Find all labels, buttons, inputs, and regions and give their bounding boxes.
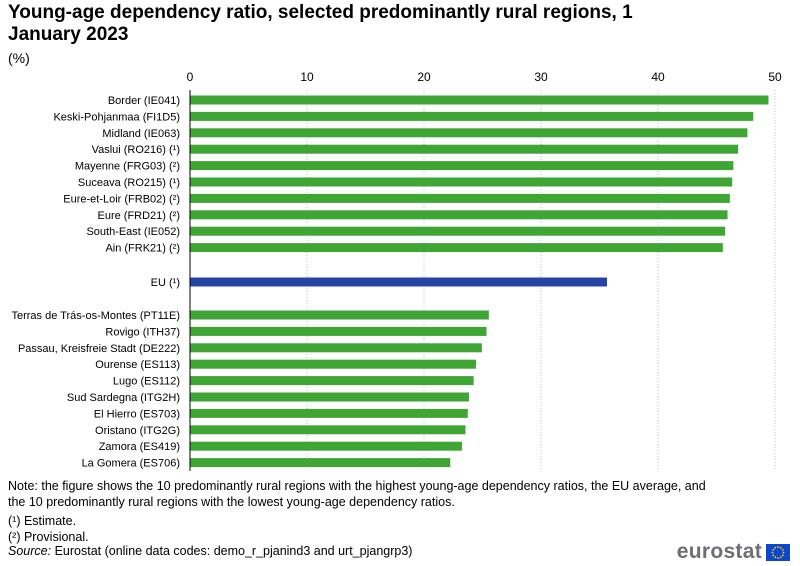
category-label: Mayenne (FRG03) (²) [75,161,180,173]
category-label: La Gomera (ES706) [82,458,180,470]
bar-region [190,392,469,402]
category-label: Lugo (ES112) [113,376,180,388]
x-tick-labels: 0 10 20 30 40 50 [187,70,782,84]
category-label: Sud Sardegna (ITG2H) [67,392,180,404]
bar-region [190,326,487,336]
bar-region [190,177,733,187]
bar-region [190,144,739,154]
x-tick-label: 40 [651,70,665,84]
category-label: Eure (FRD21) (²) [97,210,180,222]
bar-region [190,226,726,236]
category-label: Rovigo (ITH37) [105,326,180,338]
eu-flag-icon [766,543,790,561]
category-label: Ourense (ES113) [95,359,180,371]
bar-region [190,161,734,171]
x-tick-label: 50 [768,70,782,84]
category-label: Passau, Kreisfreie Stadt (DE222) [18,343,180,355]
x-tick-label: 20 [417,70,431,84]
bar-region [190,408,468,418]
category-label: Ain (FRK21) (²) [105,243,180,255]
category-label: Border (IE041) [108,95,180,107]
category-label: Oristano (ITG2G) [95,425,180,437]
category-labels: Border (IE041) Keski-Pohjanmaa (FI1D5) Mid… [11,95,180,470]
source-text: Eurostat (online data codes: demo_r_pjan… [51,544,413,558]
category-label: Terras de Trás-os-Montes (PT11E) [11,310,180,322]
bar-region [190,128,748,138]
category-label: Vaslui (RO216) (¹) [92,144,180,156]
x-tick-label: 10 [300,70,314,84]
bar-region [190,243,723,253]
unit-label: (%) [8,50,30,66]
logo-text: eurostat [676,540,762,563]
note-provisional: (²) Provisional. [8,530,89,544]
x-tick-label: 30 [534,70,548,84]
bar-region [190,425,466,435]
category-label: EU (¹) [151,277,180,289]
bar-region [190,376,474,386]
chart-title: Young-age dependency ratio, selected pre… [8,2,633,45]
note-main: Note: the figure shows the 10 predominan… [8,479,706,509]
category-label: El Hierro (ES703) [94,408,180,420]
bars [190,95,769,468]
bar-region [190,210,728,220]
category-label: Keski-Pohjanmaa (FI1D5) [53,111,180,123]
bar-region [190,359,476,369]
bar-region [190,95,769,105]
category-label: Midland (IE063) [102,128,180,140]
category-label: South-East (IE052) [86,226,180,238]
source-label: Source: [8,544,52,558]
notes: Note: the figure shows the 10 predominan… [8,478,708,545]
category-label: Zamora (ES419) [99,441,180,453]
bar-region [190,111,754,121]
bar-region [190,193,730,203]
eurostat-logo: eurostat [677,540,790,564]
source-line: Source: Eurostat (online data codes: dem… [8,544,412,558]
category-label: Eure-et-Loir (FRB02) (²) [63,193,180,205]
bar-chart: 0 10 20 30 40 50 Border (IE041) Keski-Pohjanma… [11,70,782,471]
x-tick-label: 0 [187,70,194,84]
note-estimate: (¹) Estimate. [8,514,77,528]
bar-eu [190,277,608,287]
bar-region [190,343,482,353]
bar-region [190,441,462,451]
category-label: Suceava (RO215) (¹) [78,177,180,189]
bar-region [190,458,451,468]
bar-region [190,310,489,320]
